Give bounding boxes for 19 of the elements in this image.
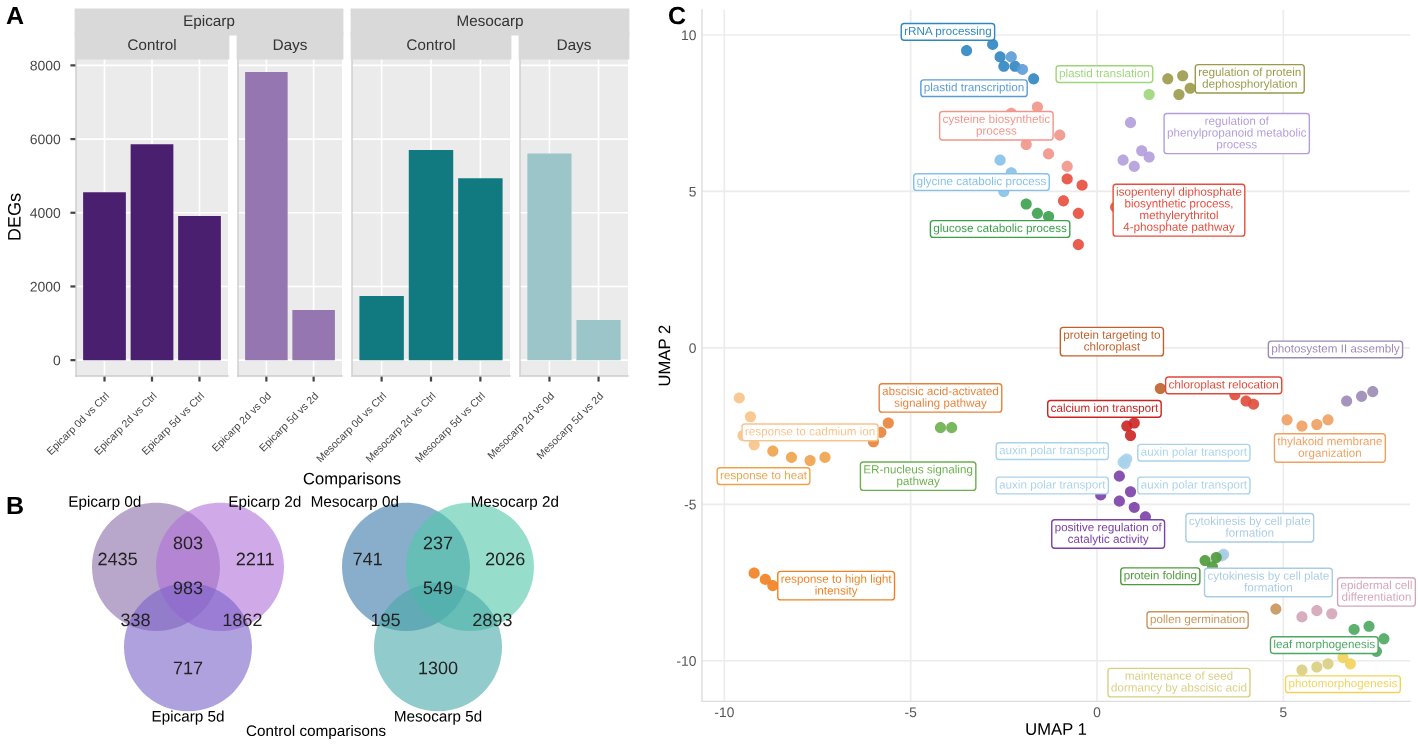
text: 338 bbox=[121, 613, 150, 627]
text: 741 bbox=[353, 552, 382, 566]
text: 717 bbox=[173, 661, 203, 675]
x-axis-title: Comparisons bbox=[303, 472, 401, 488]
y-axis-title: UMAP 2 bbox=[658, 325, 671, 386]
text: 2211 bbox=[236, 552, 274, 566]
text: 983 bbox=[173, 581, 203, 595]
text: C bbox=[669, 6, 686, 25]
text: 549 bbox=[423, 581, 453, 595]
text: 803 bbox=[173, 536, 203, 550]
x-axis-title: UMAP 1 bbox=[1026, 723, 1087, 735]
text: 2435 bbox=[98, 552, 137, 566]
text: 2026 bbox=[486, 552, 525, 566]
text: 195 bbox=[371, 613, 400, 627]
text: B bbox=[7, 496, 23, 515]
y-axis-title: DEGs bbox=[7, 193, 21, 240]
text: 237 bbox=[423, 536, 453, 550]
text: A bbox=[6, 6, 24, 25]
text: 1300 bbox=[419, 661, 458, 675]
